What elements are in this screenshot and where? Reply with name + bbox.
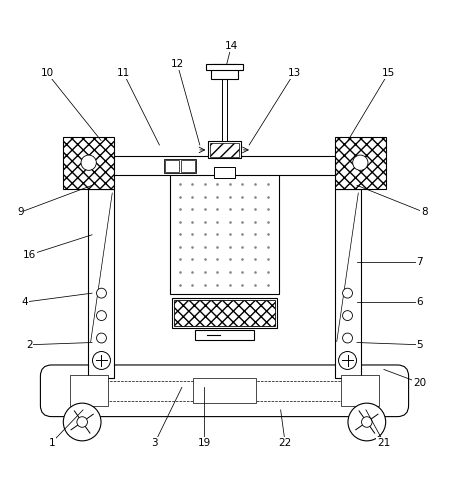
Text: 19: 19 (198, 438, 211, 448)
Circle shape (92, 352, 110, 369)
Circle shape (343, 288, 352, 298)
Bar (70, 375, 108, 406)
Bar (165, 160, 179, 172)
Text: 4: 4 (22, 297, 28, 307)
Bar (164, 159, 196, 173)
Text: 8: 8 (421, 207, 427, 217)
Bar (195, 330, 254, 341)
Text: 21: 21 (377, 438, 391, 448)
Text: 10: 10 (40, 68, 54, 78)
Bar (211, 64, 238, 79)
Bar (210, 142, 239, 157)
Text: 6: 6 (417, 297, 423, 307)
Circle shape (97, 288, 106, 298)
Circle shape (81, 155, 96, 170)
Circle shape (343, 333, 352, 343)
Bar (172, 298, 277, 328)
Text: 11: 11 (117, 68, 130, 78)
Bar (335, 188, 361, 378)
Bar (214, 167, 235, 178)
Text: 12: 12 (171, 59, 184, 69)
Bar (193, 379, 256, 403)
Circle shape (353, 155, 368, 170)
Text: 7: 7 (417, 256, 423, 267)
Text: 2: 2 (26, 340, 32, 350)
Bar (206, 64, 243, 70)
Bar (222, 64, 227, 142)
Text: 20: 20 (413, 378, 427, 388)
Circle shape (97, 333, 106, 343)
Circle shape (361, 417, 372, 427)
Text: 9: 9 (17, 207, 23, 217)
FancyBboxPatch shape (40, 365, 409, 417)
Bar (88, 188, 114, 378)
Circle shape (77, 417, 88, 427)
Text: 22: 22 (278, 438, 292, 448)
Bar (208, 142, 241, 158)
Bar (76, 381, 373, 401)
Text: 13: 13 (287, 68, 301, 78)
Text: 15: 15 (382, 68, 395, 78)
Circle shape (348, 403, 386, 441)
Bar (335, 137, 386, 188)
Circle shape (63, 403, 101, 441)
Text: 5: 5 (417, 340, 423, 350)
Circle shape (343, 311, 352, 321)
Bar (341, 375, 379, 406)
Circle shape (339, 352, 357, 369)
Text: 16: 16 (22, 250, 36, 260)
Bar (63, 137, 114, 188)
Text: 3: 3 (152, 438, 158, 448)
Bar (174, 300, 275, 326)
Bar (170, 172, 279, 295)
Text: 1: 1 (48, 438, 55, 448)
Circle shape (97, 311, 106, 321)
Bar (181, 160, 195, 172)
Text: 14: 14 (224, 41, 238, 51)
Bar (114, 156, 335, 175)
